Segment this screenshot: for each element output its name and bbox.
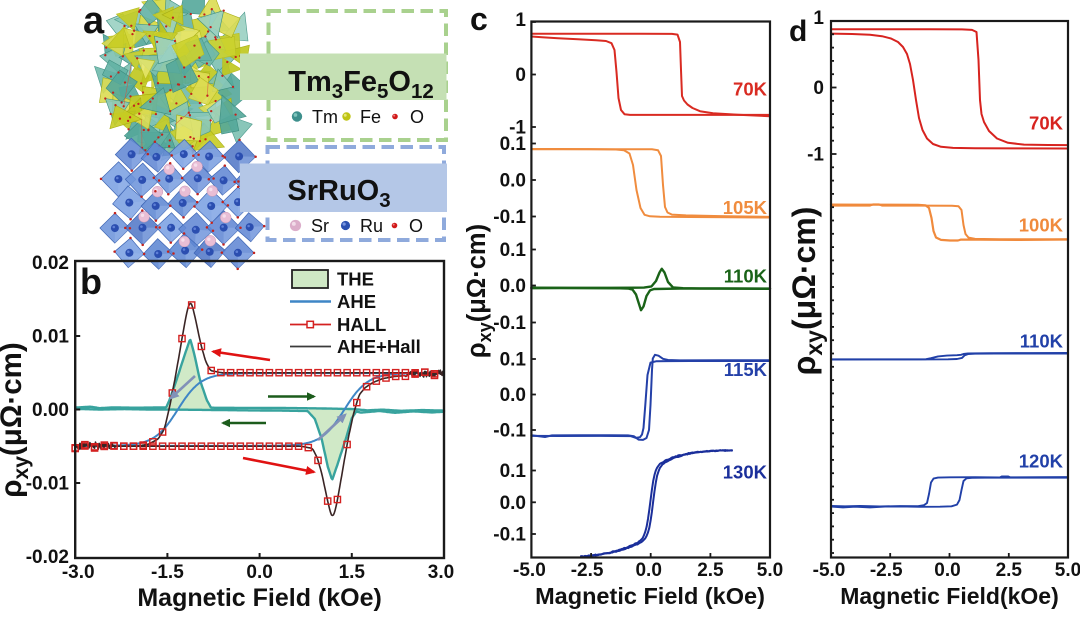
- svg-text:0: 0: [515, 65, 526, 86]
- svg-text:Tm: Tm: [312, 107, 338, 127]
- svg-text:105K: 105K: [723, 197, 768, 218]
- svg-text:Sr: Sr: [311, 216, 329, 236]
- svg-text:ρxy(μΩ·cm): ρxy(μΩ·cm): [786, 207, 827, 376]
- svg-text:0: 0: [813, 78, 824, 99]
- svg-text:Ru: Ru: [360, 216, 383, 236]
- svg-text:-0.1: -0.1: [493, 207, 526, 228]
- svg-text:-2.5: -2.5: [870, 560, 903, 581]
- svg-text:1: 1: [813, 8, 824, 29]
- svg-text:SrRuO3: SrRuO3: [287, 175, 390, 212]
- svg-text:110K: 110K: [724, 266, 768, 287]
- svg-text:0.0: 0.0: [500, 276, 526, 297]
- svg-text:AHE: AHE: [337, 291, 376, 312]
- svg-text:0.0: 0.0: [246, 562, 272, 583]
- svg-text:HALL: HALL: [337, 314, 386, 335]
- svg-text:0.1: 0.1: [500, 350, 527, 371]
- svg-text:c: c: [470, 1, 488, 37]
- svg-text:Fe: Fe: [360, 107, 381, 127]
- svg-text:70K: 70K: [733, 79, 768, 100]
- svg-text:ρxy(μΩ·cm): ρxy(μΩ·cm): [0, 342, 33, 497]
- svg-text:70K: 70K: [1029, 113, 1064, 134]
- svg-text:-5.0: -5.0: [513, 560, 546, 581]
- svg-text:0.02: 0.02: [32, 253, 69, 274]
- svg-text:0.01: 0.01: [32, 327, 69, 348]
- svg-text:2.5: 2.5: [697, 560, 724, 581]
- svg-text:-1: -1: [509, 118, 526, 139]
- svg-text:0.1: 0.1: [500, 240, 527, 261]
- svg-text:Tm3Fe5O12: Tm3Fe5O12: [288, 66, 434, 103]
- svg-text:-2.5: -2.5: [571, 560, 604, 581]
- svg-text:-1.5: -1.5: [151, 562, 184, 583]
- svg-text:115K: 115K: [724, 359, 768, 380]
- svg-text:-1: -1: [807, 145, 824, 166]
- svg-text:-0.1: -0.1: [493, 313, 526, 334]
- svg-text:120K: 120K: [1019, 451, 1064, 472]
- svg-text:d: d: [789, 15, 807, 48]
- svg-text:-0.1: -0.1: [493, 421, 526, 442]
- svg-text:0.1: 0.1: [500, 461, 527, 482]
- svg-text:0.0: 0.0: [635, 560, 661, 581]
- svg-text:-0.01: -0.01: [26, 474, 70, 495]
- svg-text:0.0: 0.0: [500, 171, 526, 192]
- svg-text:0.1: 0.1: [500, 134, 527, 155]
- svg-text:Magnetic Field (kOe): Magnetic Field (kOe): [535, 583, 765, 609]
- svg-text:Magnetic Field(kOe): Magnetic Field(kOe): [840, 583, 1059, 609]
- svg-text:1.5: 1.5: [339, 562, 366, 583]
- svg-text:0.0: 0.0: [500, 493, 526, 514]
- svg-text:a: a: [83, 0, 105, 42]
- svg-text:b: b: [80, 261, 102, 302]
- svg-text:AHE+Hall: AHE+Hall: [337, 336, 421, 357]
- svg-text:100K: 100K: [1019, 215, 1064, 236]
- svg-text:1: 1: [515, 10, 526, 31]
- svg-text:0.00: 0.00: [32, 400, 69, 421]
- svg-text:5.0: 5.0: [1055, 560, 1080, 581]
- svg-text:Magnetic Field (kOe): Magnetic Field (kOe): [137, 584, 381, 612]
- svg-text:130K: 130K: [723, 462, 768, 483]
- svg-text:THE: THE: [337, 269, 374, 290]
- svg-text:-3.0: -3.0: [62, 562, 95, 583]
- svg-text:3.0: 3.0: [428, 562, 454, 583]
- svg-text:-0.02: -0.02: [26, 547, 69, 568]
- svg-text:O: O: [409, 216, 423, 236]
- svg-text:5.0: 5.0: [757, 560, 783, 581]
- svg-text:O: O: [410, 107, 424, 127]
- svg-text:-5.0: -5.0: [813, 560, 846, 581]
- svg-text:-0.1: -0.1: [493, 525, 526, 546]
- svg-text:110K: 110K: [1020, 331, 1064, 352]
- svg-text:0.0: 0.0: [500, 385, 526, 406]
- svg-text:0.0: 0.0: [934, 560, 960, 581]
- svg-text:2.5: 2.5: [996, 560, 1023, 581]
